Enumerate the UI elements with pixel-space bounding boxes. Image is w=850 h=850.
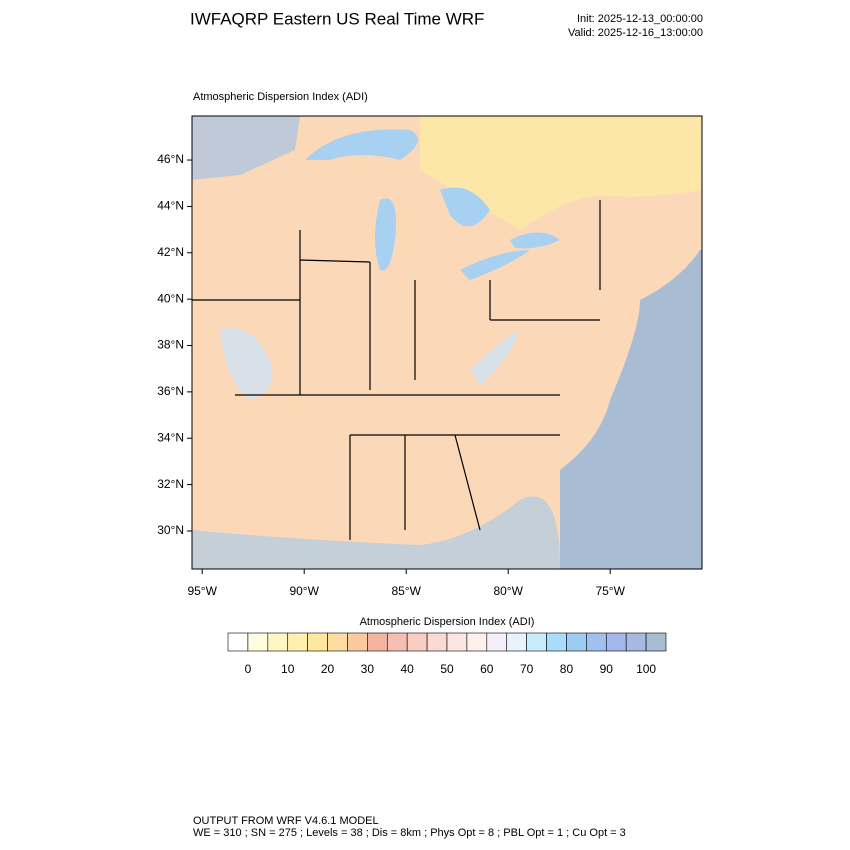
lon-label: 80°W — [493, 584, 523, 598]
colorbar-label: 90 — [600, 662, 614, 676]
colorbar-box — [386, 632, 408, 652]
colorbar-label: 70 — [520, 662, 534, 676]
lat-label: 36°N — [157, 384, 184, 398]
colorbar-label: 100 — [636, 662, 656, 676]
lat-label: 40°N — [157, 291, 184, 305]
colorbar-box — [586, 632, 607, 652]
footer-line: OUTPUT FROM WRF V4.6.1 MODEL — [193, 815, 379, 827]
colorbar-box — [526, 632, 547, 652]
colorbar-box — [546, 632, 567, 652]
lon-label: 95°W — [187, 584, 217, 598]
colorbar-label: 80 — [560, 662, 574, 676]
lat-label: 42°N — [157, 245, 184, 259]
colorbar-box — [227, 632, 249, 652]
valid-time: Valid: 2025-12-16_13:00:00 — [568, 27, 703, 39]
colorbar-box — [406, 632, 428, 652]
lat-label: 38°N — [157, 338, 184, 352]
lon-label: 90°W — [289, 584, 319, 598]
colorbar-box — [566, 632, 587, 652]
colorbar-box — [307, 632, 328, 652]
colorbar-box — [466, 632, 488, 652]
title: IWFAQRP Eastern US Real Time WRF — [190, 9, 484, 28]
colorbar-label: 50 — [440, 662, 454, 676]
lat-label: 34°N — [157, 430, 184, 444]
colorbar-label: 60 — [480, 662, 494, 676]
lon-label: 85°W — [391, 584, 421, 598]
lat-label: 44°N — [157, 199, 184, 213]
colorbar-box — [347, 632, 368, 652]
colorbar-label: 10 — [281, 662, 295, 676]
lat-label: 30°N — [157, 523, 184, 537]
init-time: Init: 2025-12-13_00:00:00 — [577, 13, 703, 25]
colorbar-box — [625, 632, 647, 652]
lat-label: 32°N — [157, 477, 184, 491]
colorbar-box — [446, 632, 468, 652]
colorbar-label: 20 — [321, 662, 335, 676]
colorbar-box — [506, 632, 527, 652]
map-title: Atmospheric Dispersion Index (ADI) — [193, 91, 368, 103]
colorbar-label: 40 — [401, 662, 415, 676]
colorbar-box — [605, 632, 627, 652]
colorbar-box — [327, 632, 348, 652]
colorbar-box — [267, 632, 289, 652]
lon-label: 75°W — [595, 584, 625, 598]
lat-label: 46°N — [157, 152, 184, 166]
colorbar-label: 0 — [245, 662, 252, 676]
colorbar-box — [486, 632, 508, 652]
colorbar-box — [247, 632, 269, 652]
footer-line: WE = 310 ; SN = 275 ; Levels = 38 ; Dis … — [193, 827, 626, 839]
colorbar-title: Atmospheric Dispersion Index (ADI) — [360, 616, 535, 628]
map-field — [191, 115, 703, 570]
colorbar-box — [287, 632, 308, 652]
colorbar-label: 30 — [361, 662, 375, 676]
colorbar-box — [645, 632, 667, 652]
colorbar-box — [367, 632, 388, 652]
colorbar-box — [426, 632, 448, 652]
